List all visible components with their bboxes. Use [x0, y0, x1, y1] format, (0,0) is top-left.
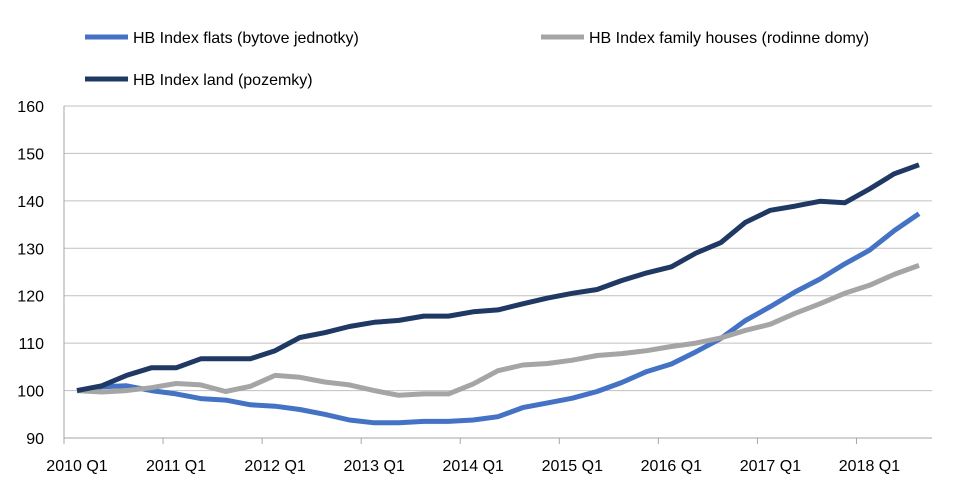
- y-tick-label: 160: [17, 99, 44, 116]
- y-tick-label: 100: [17, 384, 44, 401]
- x-tick-label: 2010 Q1: [46, 458, 107, 475]
- axes: [63, 106, 932, 439]
- x-tick-label: 2013 Q1: [343, 458, 404, 475]
- series-lines: [76, 162, 921, 426]
- x-tick-label: 2014 Q1: [443, 458, 504, 475]
- x-tick-label: 2018 Q1: [839, 458, 900, 475]
- x-tick-label: 2017 Q1: [740, 458, 801, 475]
- legend-label: HB Index land (pozemky): [133, 72, 313, 89]
- legend: HB Index flats (bytove jednotky) HB Index…: [85, 30, 869, 89]
- x-tick-label: 2016 Q1: [641, 458, 702, 475]
- legend-label: HB Index flats (bytove jednotky): [133, 30, 359, 47]
- x-tick-labels: 2010 Q1 2011 Q1 2012 Q1 2013 Q1 2014 Q1 2015 …: [46, 438, 900, 475]
- y-tick-label: 90: [26, 431, 44, 448]
- y-tick-labels: 90 100 110 120 130 140 150 160: [17, 99, 44, 448]
- x-tick-label: 2011 Q1: [146, 458, 206, 475]
- series-line-hb-index-land-pozemky: [76, 162, 920, 394]
- series-line-hb-index-family-houses-rodinne-domy: [76, 263, 920, 398]
- gridlines: [64, 105, 932, 392]
- y-tick-label: 140: [17, 194, 44, 211]
- y-tick-label: 120: [17, 289, 44, 306]
- series-line-hb-index-flats-bytove-jednotky: [76, 211, 921, 426]
- x-tick-label: 2012 Q1: [244, 458, 305, 475]
- legend-label: HB Index family houses (rodinne domy): [589, 30, 869, 47]
- y-tick-label: 130: [17, 241, 44, 258]
- y-tick-label: 150: [17, 146, 44, 163]
- y-tick-label: 110: [18, 336, 44, 353]
- x-tick-label: 2015 Q1: [542, 458, 603, 475]
